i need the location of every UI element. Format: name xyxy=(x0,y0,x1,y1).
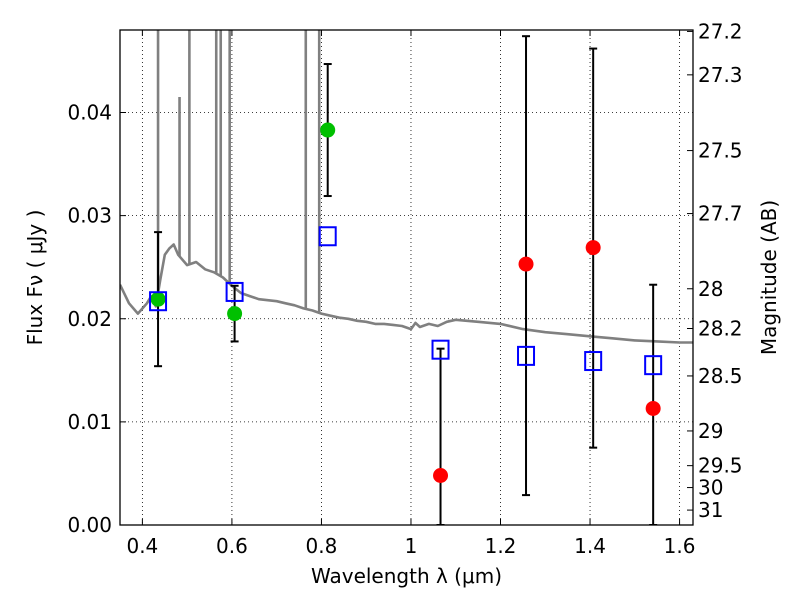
data-point-circle xyxy=(585,240,601,256)
y-tick-label: 0.03 xyxy=(67,204,112,228)
axis-ticks: 0.4 0.6 0.8 1 1.2 1.4 1.6 0.00 0.01 0.02 0.03 0.04 2… xyxy=(67,19,742,558)
x-tick-label: 0.6 xyxy=(216,534,248,558)
y2-tick-label: 27.5 xyxy=(698,139,743,163)
x-tick-label: 0.4 xyxy=(126,534,158,558)
y2-tick-label: 29 xyxy=(698,419,723,443)
model-photometry-square xyxy=(584,351,603,372)
model-photometry-square xyxy=(318,226,337,247)
y-tick-label: 0.01 xyxy=(67,410,112,434)
y2-axis-label: Magnitude (AB) xyxy=(757,200,781,355)
grid-lines xyxy=(120,30,693,526)
model-spectrum-line xyxy=(120,243,693,344)
model-photometry-square xyxy=(517,345,536,366)
x-tick-label: 1.2 xyxy=(485,534,517,558)
data-markers xyxy=(149,122,663,483)
model-photometry-square xyxy=(644,355,663,376)
data-point-circle xyxy=(645,400,661,416)
model-photometry-square xyxy=(431,339,450,360)
y-tick-label: 0.00 xyxy=(67,513,112,537)
x-tick-label: 0.8 xyxy=(306,534,338,558)
y2-tick-label: 31 xyxy=(698,498,723,522)
y2-tick-label: 29.5 xyxy=(698,454,743,478)
y2-tick-label: 28.5 xyxy=(698,364,743,388)
x-tick-label: 1 xyxy=(405,534,418,558)
data-point-circle xyxy=(227,306,243,322)
plot-frame xyxy=(119,29,694,526)
x-axis-label: Wavelength λ (μm) xyxy=(311,564,502,588)
y-tick-label: 0.04 xyxy=(67,101,112,125)
x-tick-label: 1.6 xyxy=(664,534,696,558)
x-tick-label: 1.4 xyxy=(574,534,606,558)
data-point-circle xyxy=(320,122,336,138)
data-point-circle xyxy=(433,468,449,483)
model-photometry-square xyxy=(149,291,168,312)
plot-area xyxy=(120,30,693,525)
y2-tick-label: 27.2 xyxy=(698,19,743,43)
y2-tick-label: 28.2 xyxy=(698,316,743,340)
y-axis-label: Flux Fν ( μJy ) xyxy=(23,210,47,346)
y-tick-label: 0.02 xyxy=(67,307,112,331)
model-photometry-square xyxy=(225,281,244,302)
y2-tick-label: 28 xyxy=(698,277,723,301)
data-point-circle xyxy=(518,256,534,272)
y2-tick-label: 27.3 xyxy=(698,63,743,87)
y2-tick-label: 30 xyxy=(698,476,723,500)
y2-tick-label: 27.7 xyxy=(698,202,743,226)
data-point-circle xyxy=(150,291,166,307)
model-spectrum xyxy=(120,30,693,344)
